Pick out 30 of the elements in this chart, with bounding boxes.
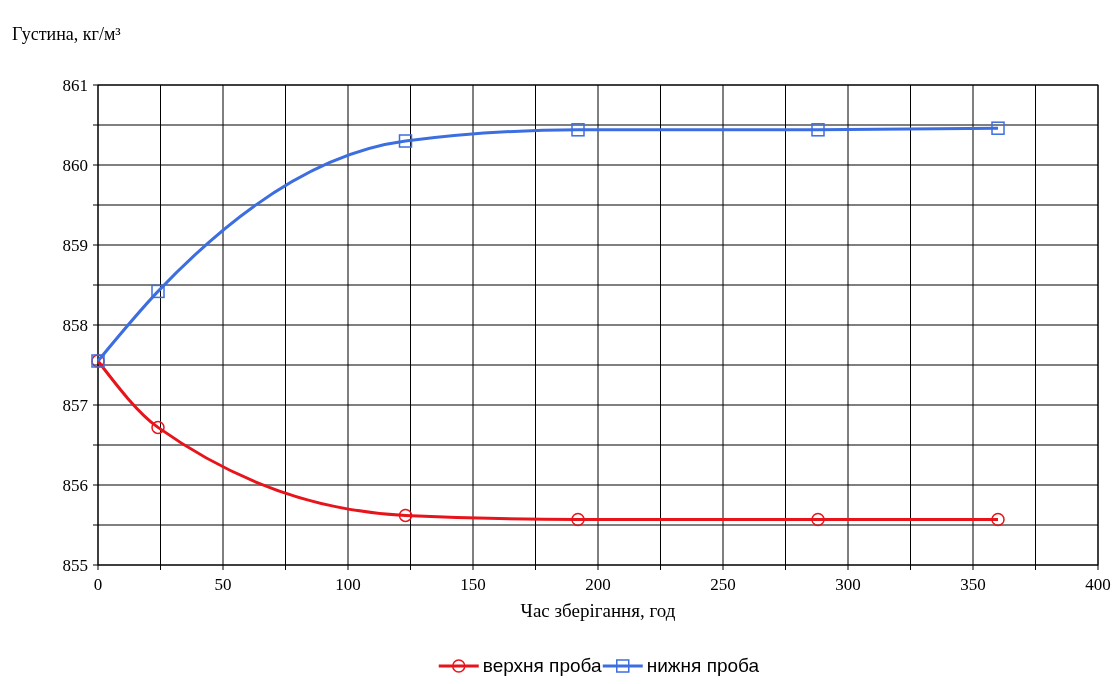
- x-tick-label: 300: [835, 575, 861, 594]
- x-tick-label: 350: [960, 575, 986, 594]
- point: [811, 512, 825, 527]
- y-axis-title: Густина, кг/м³: [12, 24, 122, 44]
- x-axis-title: Час зберігання, год: [520, 600, 676, 621]
- y-tick-label: 858: [62, 316, 88, 335]
- y-tick-label: 856: [62, 476, 88, 495]
- y-tick-label: 855: [62, 556, 88, 575]
- point: [398, 134, 413, 148]
- x-tick-label: 50: [214, 575, 232, 594]
- point: [571, 512, 585, 527]
- x-tick-label: 150: [460, 575, 486, 594]
- x-tick-label: 400: [1085, 575, 1111, 594]
- legend-label: верхня проба: [482, 655, 602, 676]
- point: [991, 121, 1005, 135]
- y-tick-label: 857: [62, 396, 89, 415]
- x-tick-label: 200: [585, 575, 611, 594]
- point: [571, 123, 585, 137]
- y-tick-label: 861: [62, 76, 88, 95]
- point: [151, 420, 165, 435]
- point: [811, 123, 825, 137]
- y-tick-label: 860: [62, 156, 88, 175]
- point: [991, 512, 1005, 527]
- legend-label: нижня проба: [646, 655, 760, 676]
- x-tick-label: 0: [93, 575, 103, 594]
- x-tick-label: 100: [335, 575, 361, 594]
- point: [151, 284, 165, 299]
- y-tick-label: 859: [62, 236, 88, 255]
- x-tick-label: 250: [710, 575, 736, 594]
- point: [398, 508, 413, 523]
